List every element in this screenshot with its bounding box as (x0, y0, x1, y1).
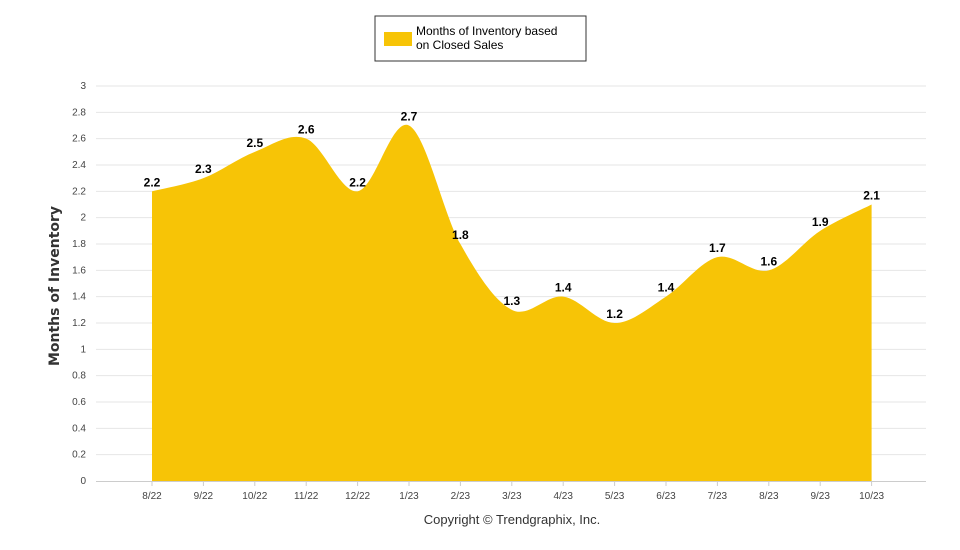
data-label: 1.3 (503, 294, 520, 308)
y-tick-label: 0.6 (72, 397, 86, 408)
x-axis-ticks: 8/22 9/22 10/22 11/22 12/22 1/23 2/23 3/23 4/23 5… (142, 482, 885, 502)
x-tick-label: 8/23 (759, 491, 779, 502)
data-label: 1.4 (555, 281, 572, 295)
y-tick-label: 0.8 (72, 371, 86, 382)
y-tick-label: 0.4 (72, 423, 86, 434)
legend-label-line-2: on Closed Sales (416, 38, 503, 52)
y-axis-ticks: 0 0.2 0.4 0.6 0.8 1 1.2 1.4 1.6 1.8 2 2.2 2.4 2.6 2.8 3 (72, 81, 86, 487)
x-tick-label: 6/23 (656, 491, 676, 502)
x-tick-label: 5/23 (605, 491, 625, 502)
data-labels: 2.2 2.3 2.5 2.6 2.2 2.7 1.8 1.3 1.4 1.2 1.4 1.7 1.6 1… (144, 110, 881, 322)
x-tick-label: 3/23 (502, 491, 522, 502)
x-tick-label: 2/23 (451, 491, 471, 502)
x-tick-label: 8/22 (142, 491, 162, 502)
x-tick-label: 1/23 (399, 491, 419, 502)
y-tick-label: 1.4 (72, 292, 86, 303)
y-tick-label: 1.2 (72, 318, 86, 329)
y-tick-label: 2.6 (72, 134, 86, 145)
y-tick-label: 0 (80, 476, 86, 487)
plot-area (152, 124, 872, 482)
data-label: 1.8 (452, 228, 469, 242)
y-tick-label: 3 (80, 81, 86, 92)
y-tick-label: 2 (80, 213, 86, 224)
data-label: 1.7 (709, 241, 726, 255)
y-axis-title: Months of Inventory (47, 206, 63, 366)
series-area-months-of-inventory (152, 124, 872, 482)
x-tick-label: 10/22 (242, 491, 267, 502)
data-label: 2.2 (349, 175, 366, 189)
data-label: 1.2 (606, 307, 623, 321)
x-tick-label: 11/22 (294, 491, 319, 502)
x-tick-label: 4/23 (553, 491, 573, 502)
x-tick-label: 7/23 (708, 491, 728, 502)
y-tick-label: 0.2 (72, 450, 86, 461)
data-label: 1.4 (658, 281, 675, 295)
y-tick-label: 1.8 (72, 239, 86, 250)
y-tick-label: 1.6 (72, 265, 86, 276)
data-label: 2.6 (298, 123, 315, 137)
x-tick-label: 9/23 (810, 491, 830, 502)
x-tick-label: 12/22 (345, 491, 370, 502)
data-label: 1.6 (760, 254, 777, 268)
y-tick-label: 2.8 (72, 107, 86, 118)
data-label: 1.9 (812, 215, 829, 229)
data-label: 2.2 (144, 175, 161, 189)
data-label: 2.3 (195, 162, 212, 176)
data-label: 2.5 (246, 136, 263, 150)
x-tick-label: 10/23 (859, 491, 884, 502)
x-tick-label: 9/22 (194, 491, 214, 502)
copyright-footer: Copyright © Trendgraphix, Inc. (424, 512, 601, 527)
y-tick-label: 2.4 (72, 160, 86, 171)
legend[interactable]: Months of Inventory based on Closed Sale… (374, 15, 587, 62)
legend-label-line-1: Months of Inventory based (416, 24, 557, 38)
data-label: 2.7 (401, 110, 418, 124)
legend-swatch (384, 32, 412, 46)
y-tick-label: 1 (80, 344, 86, 355)
data-label: 2.1 (863, 189, 880, 203)
y-tick-label: 2.2 (72, 186, 86, 197)
